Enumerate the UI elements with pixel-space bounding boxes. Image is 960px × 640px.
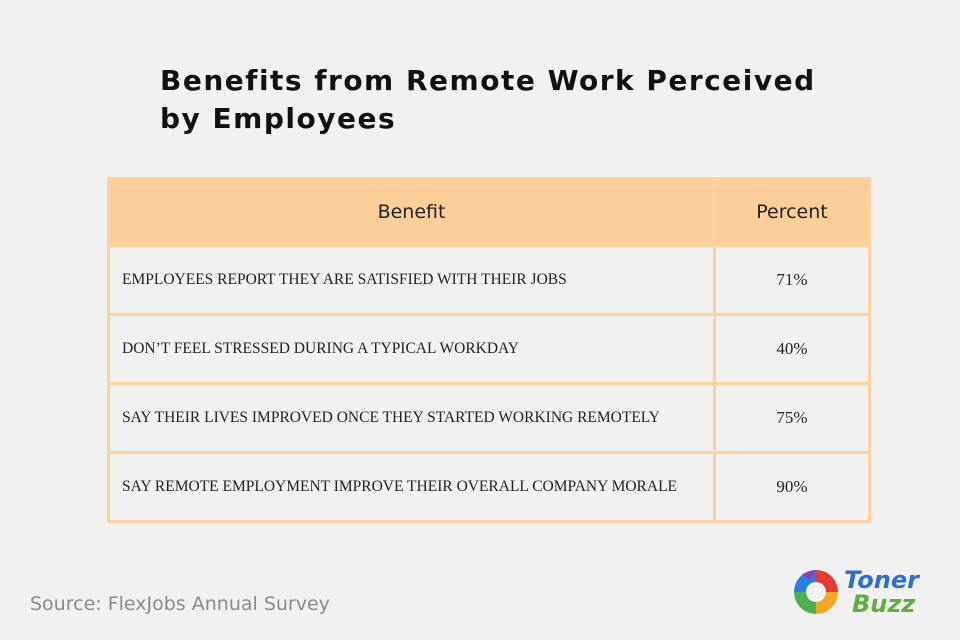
percent-cell: 71%: [713, 244, 871, 316]
table-row: SAY THEIR LIVES IMPROVED ONCE THEY START…: [107, 382, 871, 454]
logo-icon: [794, 570, 838, 614]
logo-text: Buzz: [852, 590, 916, 618]
column-header: Percent: [713, 177, 871, 247]
benefit-cell: SAY REMOTE EMPLOYMENT IMPROVE THEIR OVER…: [107, 451, 716, 523]
table: Benefit Percent EMPLOYEES REPORT THEY AR…: [107, 177, 871, 523]
percent-cell: 90%: [713, 451, 871, 523]
benefit-cell: SAY THEIR LIVES IMPROVED ONCE THEY START…: [107, 382, 716, 454]
table-row: DON’T FEEL STRESSED DURING A TYPICAL WOR…: [107, 313, 871, 385]
percent-cell: 75%: [713, 382, 871, 454]
logo: Toner Buzz: [794, 566, 921, 618]
title: Benefits from Remote Work Perceived by E…: [160, 64, 816, 135]
table-body: EMPLOYEES REPORT THEY ARE SATISFIED WITH…: [107, 244, 871, 523]
source: Source: FlexJobs Annual Survey: [30, 593, 330, 615]
column-header: Benefit: [107, 177, 716, 247]
table-row: SAY REMOTE EMPLOYMENT IMPROVE THEIR OVER…: [107, 451, 871, 523]
header-row: Benefit Percent: [107, 177, 871, 247]
benefit-cell: EMPLOYEES REPORT THEY ARE SATISFIED WITH…: [107, 244, 716, 316]
percent-cell: 40%: [713, 313, 871, 385]
table-row: EMPLOYEES REPORT THEY ARE SATISFIED WITH…: [107, 244, 871, 316]
benefit-cell: DON’T FEEL STRESSED DURING A TYPICAL WOR…: [107, 313, 716, 385]
logo-text: Toner: [844, 566, 921, 594]
